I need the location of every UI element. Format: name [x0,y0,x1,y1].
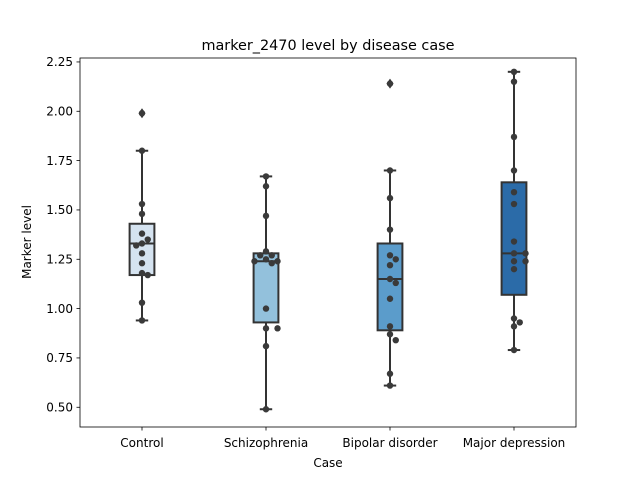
data-point [386,370,394,377]
data-point [522,250,529,257]
data-point [386,382,394,389]
data-point [510,188,518,196]
data-point [392,256,399,263]
data-point [262,183,270,190]
data-point [138,210,146,218]
y-tick-label: 1.50 [46,203,73,217]
data-point [262,325,270,332]
data-point [138,230,146,237]
data-point [251,258,258,265]
data-point [262,173,270,180]
y-tick-label: 1.25 [46,252,73,266]
data-point [392,336,399,344]
boxes-layer [128,70,528,411]
data-point [510,258,518,265]
data-point [386,261,394,269]
plot-area-frame [79,57,577,428]
y-axis-label: Marker level [20,205,34,279]
y-tick-label: 1.75 [46,154,73,168]
data-point [386,275,394,283]
data-point [138,299,146,306]
data-point [386,80,394,87]
data-point [386,167,394,174]
x-tick-label: Major depression [463,436,566,450]
box-1 [252,175,280,411]
data-point [516,319,523,326]
data-point [257,252,264,259]
data-point [510,68,518,76]
data-point [138,250,146,257]
data-point [274,258,281,265]
data-point [510,346,518,354]
data-point [510,238,518,245]
data-point [274,325,281,332]
y-tick-label: 2.25 [46,55,73,69]
y-tick-label: 0.50 [46,400,73,414]
data-point [392,279,399,287]
data-point [510,167,518,174]
data-point [133,242,140,249]
data-point [138,200,146,208]
data-point [522,258,529,265]
data-point [268,252,275,259]
y-tick-label: 0.75 [46,351,73,365]
data-point [386,226,394,233]
data-point [386,295,394,302]
y-tick-label: 1.00 [46,302,73,316]
data-point [510,200,518,208]
data-point [262,212,270,220]
data-point [510,323,518,330]
data-point [138,269,146,277]
x-axis-label: Case [313,456,342,470]
data-point [510,265,518,273]
data-point [510,315,518,322]
data-point [138,240,146,247]
data-point [138,147,146,154]
data-point [138,317,146,324]
data-point [386,252,394,259]
data-point [510,250,518,257]
y-tick-label: 2.00 [46,104,73,118]
data-point [144,271,151,279]
data-point [268,260,275,267]
data-point [386,323,394,330]
points-layer [133,68,529,413]
data-point [262,406,270,413]
data-point [262,305,270,312]
data-point [386,194,394,202]
data-point [262,342,270,350]
y-axis: 0.50 0.75 1.00 1.25 1.50 1.75 2.00 2.25 [46,55,80,414]
data-point [138,260,146,267]
data-point [510,78,518,85]
x-tick-label: Bipolar disorder [342,436,437,450]
data-point [510,133,518,141]
x-axis: Control Schizophrenia Bipolar disorder Majo… [120,427,565,450]
data-point [138,110,146,117]
data-point [262,256,270,263]
x-tick-label: Schizophrenia [224,436,308,450]
data-point [262,248,270,255]
chart-title: marker_2470 level by disease case [201,38,454,54]
data-point [144,236,151,243]
data-point [386,331,394,338]
box-3 [500,70,528,352]
x-tick-label: Control [120,436,163,450]
